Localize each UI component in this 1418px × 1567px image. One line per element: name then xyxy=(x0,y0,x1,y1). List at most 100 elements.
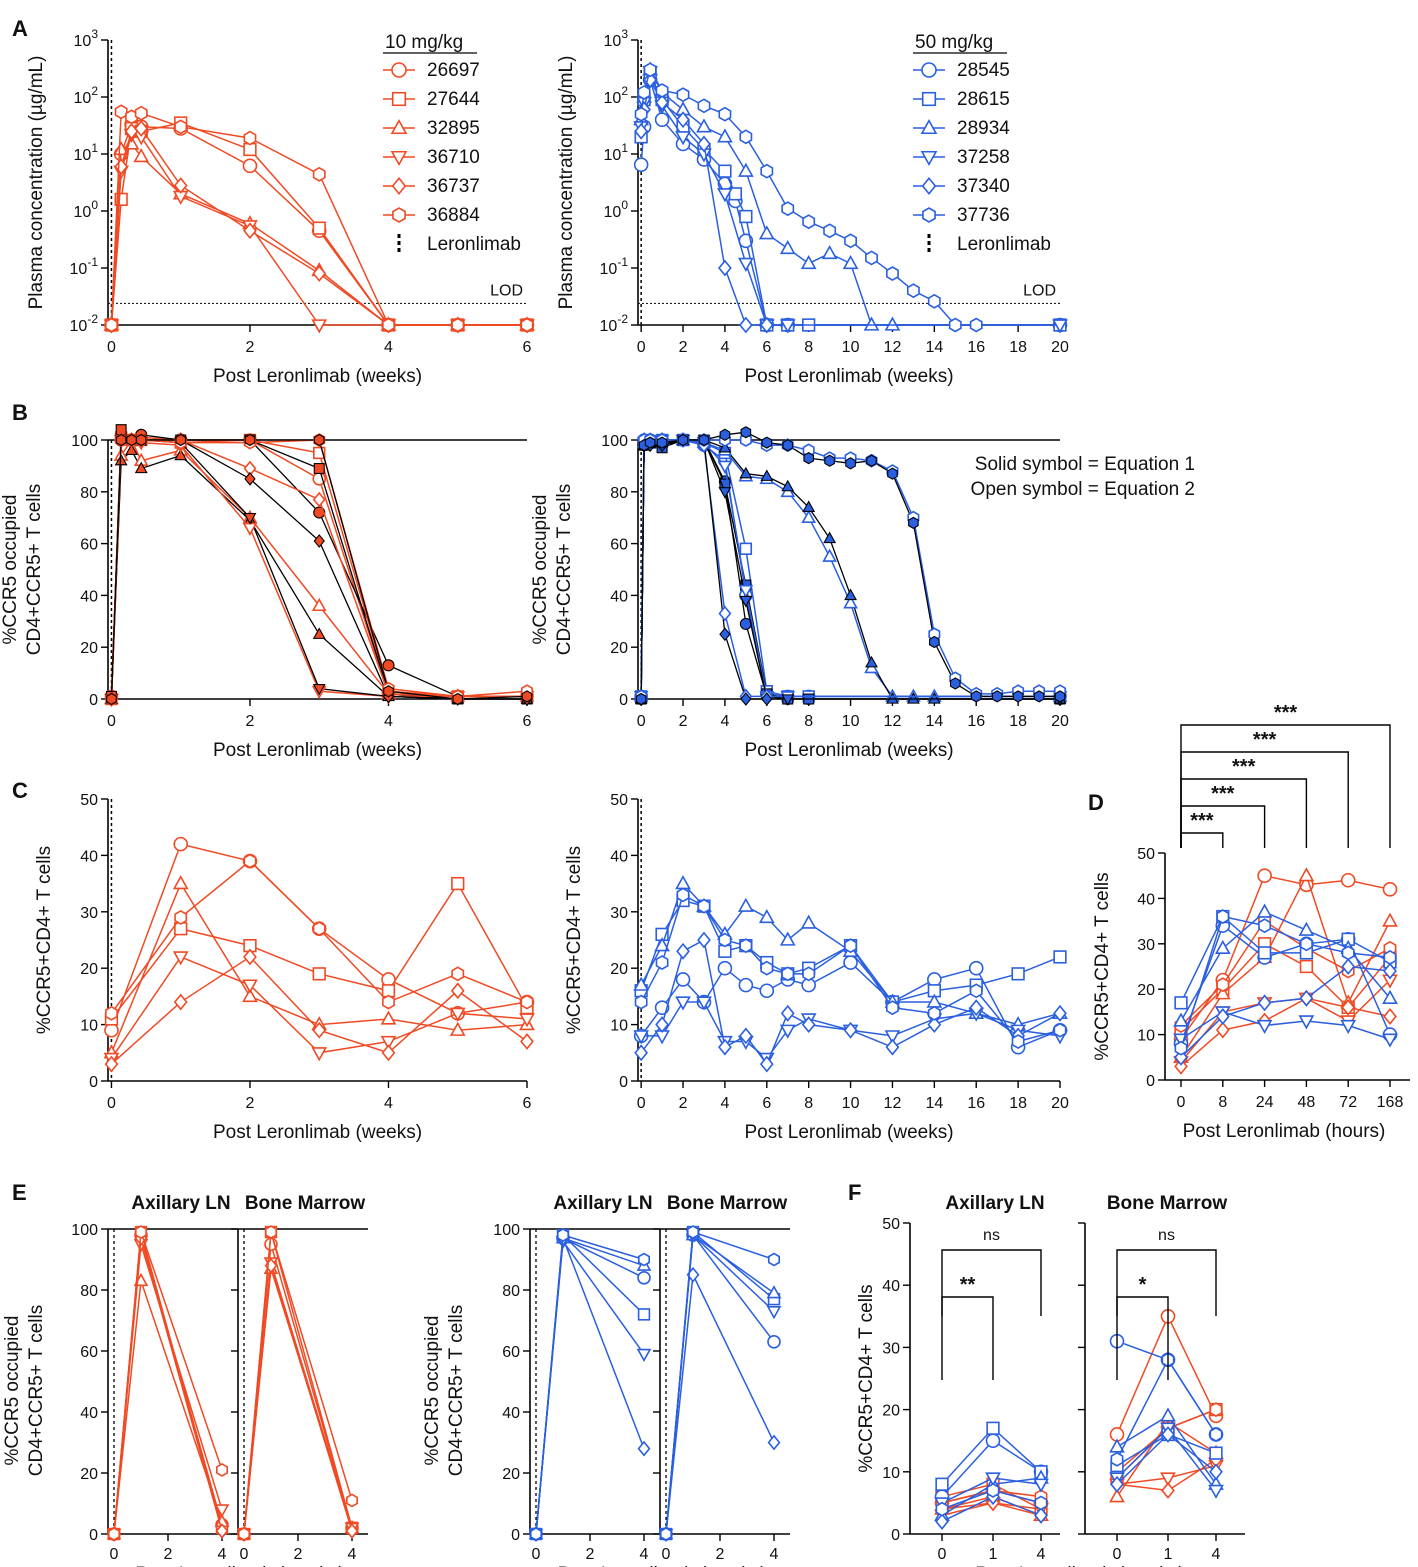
marker-eq1-hexagon xyxy=(698,433,710,447)
marker-diamond xyxy=(1161,1482,1175,1499)
marker-eq2-hexagon xyxy=(739,433,752,447)
marker-triangle xyxy=(717,128,733,143)
marker-hexagon xyxy=(886,1000,899,1016)
panel-letter: C xyxy=(12,778,28,803)
C1-y-tick-label: 30 xyxy=(80,905,98,922)
marker-hexagon xyxy=(1174,1040,1188,1056)
legend-entry: 37258 xyxy=(957,147,1010,168)
B2-x-tick-label: 18 xyxy=(1009,713,1027,730)
marker-eq1-triangle-down xyxy=(312,683,326,696)
series-line xyxy=(535,1237,645,1535)
marker-diamond xyxy=(173,177,188,194)
marker-triangle-down xyxy=(1298,1015,1315,1030)
A1-y-tick-label: 101 xyxy=(74,141,99,164)
x-tick-label: 0 xyxy=(532,1546,541,1563)
series-line xyxy=(243,1244,353,1535)
A2-x-tick-label: 12 xyxy=(884,339,902,356)
marker-diamond xyxy=(1341,958,1356,975)
marker-hexagon xyxy=(865,250,878,266)
marker-diamond xyxy=(637,1440,651,1457)
marker-diamond xyxy=(1257,994,1272,1012)
marker-eq1-hexagon xyxy=(644,436,656,449)
legend-marker-triangle-down xyxy=(390,150,408,166)
x-tick-label: 2 xyxy=(294,1546,303,1563)
tick-exp: 3 xyxy=(91,27,98,41)
marker-triangle-down xyxy=(1160,1472,1176,1487)
marker-circle xyxy=(1382,882,1398,897)
marker-hexagon xyxy=(687,1225,699,1239)
marker-triangle xyxy=(800,914,817,929)
marker-triangle-down xyxy=(449,1007,466,1022)
marker-hexagon xyxy=(969,317,983,333)
marker-square xyxy=(1053,950,1067,964)
C2-x-tick-label: 12 xyxy=(884,1095,902,1112)
marker-triangle xyxy=(863,316,880,331)
D-y-tick-label: 10 xyxy=(1137,1028,1155,1045)
subpanel-title: Axillary LN xyxy=(945,1193,1044,1214)
marker-triangle xyxy=(242,987,258,1003)
marker-triangle xyxy=(449,1021,466,1036)
marker-eq1-hexagon xyxy=(135,433,147,447)
marker-square xyxy=(114,192,128,207)
marker-square xyxy=(451,876,465,891)
marker-eq2-square xyxy=(739,542,753,555)
marker-hexagon xyxy=(781,201,795,217)
x-tick-label: 1 xyxy=(1164,1546,1173,1563)
marker-hexagon xyxy=(844,233,857,249)
C2-x-tick-label: 6 xyxy=(762,1095,771,1112)
marker-triangle xyxy=(1160,1407,1176,1422)
marker-diamond xyxy=(173,993,188,1011)
tick-base: 10 xyxy=(70,318,88,335)
marker-hexagon xyxy=(634,106,648,122)
marker-diamond xyxy=(243,948,257,966)
marker-eq2-triangle xyxy=(311,597,327,612)
marker-eq1-diamond xyxy=(740,692,752,706)
D-y-tick-label: 40 xyxy=(1137,891,1155,908)
C1-y-tick-label: 10 xyxy=(80,1018,98,1035)
marker-diamond xyxy=(969,999,984,1017)
E1-ylabel: CD4+CCR5+ T cells xyxy=(26,1305,47,1476)
B2-x-tick-label: 2 xyxy=(679,713,688,730)
marker-hexagon xyxy=(718,106,732,122)
panel-letter: F xyxy=(848,1180,861,1205)
A2-x-tick-label: 20 xyxy=(1051,339,1069,356)
A2-x-tick-label: 2 xyxy=(679,339,688,356)
marker-circle xyxy=(633,157,649,172)
marker-hexagon xyxy=(802,214,816,230)
B1-y-tick-label: 60 xyxy=(80,537,98,554)
tick-base: 10 xyxy=(604,90,622,107)
marker-eq1-hexagon xyxy=(452,692,464,706)
marker-square xyxy=(637,1308,651,1321)
marker-square xyxy=(312,221,326,235)
A2-y-tick-label: 102 xyxy=(604,84,629,107)
C1-ylabel: %CCR5+CD4+ T cells xyxy=(34,846,55,1034)
legend: 50 mg/kg 28545 28615 28934 37258 37340 37736 Le… xyxy=(913,32,1051,255)
C2-y-tick-label: 10 xyxy=(610,1018,628,1035)
marker-hexagon xyxy=(969,983,983,999)
marker-eq2-diamond xyxy=(312,491,326,508)
marker-hexagon xyxy=(451,966,465,982)
marker-hexagon xyxy=(382,994,395,1010)
legend-entry: 26697 xyxy=(427,60,480,81)
marker-diamond xyxy=(1299,989,1314,1007)
B1-y-tick-label: 100 xyxy=(71,433,98,450)
marker-triangle-down xyxy=(779,319,796,334)
legend-entry: 36884 xyxy=(427,205,480,226)
series-line xyxy=(535,1236,645,1535)
E1-0-y-tick-label: 60 xyxy=(80,1344,98,1361)
significance-bracket xyxy=(941,1249,1042,1316)
marker-eq1-diamond xyxy=(719,627,731,642)
marker-diamond xyxy=(697,931,711,949)
significance-label: * xyxy=(1139,1274,1147,1296)
marker-square xyxy=(1011,967,1025,981)
C2-x-tick-label: 10 xyxy=(842,1095,860,1112)
C2-x-tick-label: 18 xyxy=(1009,1095,1027,1112)
x-tick-label: 4 xyxy=(640,1546,649,1563)
marker-triangle xyxy=(696,118,712,133)
A2-x-tick-label: 10 xyxy=(842,339,860,356)
legend-marker-diamond xyxy=(391,177,407,195)
A1-y-tick-label: 10-1 xyxy=(70,255,99,278)
marker-circle xyxy=(675,972,691,987)
series-line xyxy=(1180,979,1391,1063)
